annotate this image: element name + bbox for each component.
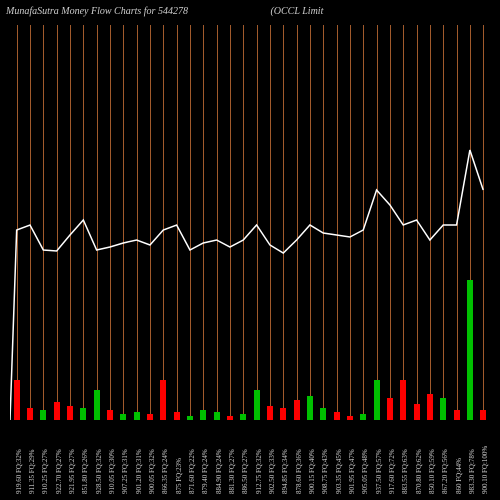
x-label: 851.80 FQ:26% [81, 449, 89, 494]
x-label: 871.60 FQ:22% [188, 449, 196, 494]
line-svg [10, 25, 490, 420]
title-part2: (OCCL Limit [270, 6, 323, 17]
x-label: 894.85 FQ:34% [281, 449, 289, 494]
x-label: 928.50 FQ:32% [95, 449, 103, 494]
x-label: 878.60 FQ:36% [295, 449, 303, 494]
x-label: 866.35 FQ:24% [161, 449, 169, 494]
x-label: 919.60 FQ:32% [15, 449, 23, 494]
x-label: 870.80 FQ:62% [415, 449, 423, 494]
x-label: 937.50 FQ:57% [375, 449, 383, 494]
x-label: 912.75 FQ:32% [255, 449, 263, 494]
x-label: 881.30 FQ:27% [228, 449, 236, 494]
chart [10, 25, 490, 420]
x-label: 875 FQ:23% [175, 458, 183, 494]
x-label: 908.75 FQ:43% [321, 449, 329, 494]
x-label: 884.90 FQ:24% [215, 449, 223, 494]
title-part1: MunafaSutra Money Flow Charts for 544278 [6, 6, 188, 17]
x-label: 883.55 FQ:63% [401, 449, 409, 494]
x-label: 900.10 FQ:100% [481, 446, 489, 494]
x-label: 901.20 FQ:31% [135, 449, 143, 494]
price-line [10, 150, 483, 420]
x-label: 911.35 FQ:29% [28, 450, 36, 494]
x-label: 922.70 FQ:27% [55, 449, 63, 494]
x-label: 983.30 FQ:78% [468, 449, 476, 494]
x-label: 910.25 FQ:27% [41, 449, 49, 494]
x-label: 850.10 FQ:59% [428, 449, 436, 494]
x-label: 867.20 FQ:56% [441, 449, 449, 494]
x-axis-labels: 919.60 FQ:32% 911.35 FQ:29% 910.25 FQ:27% 9… [10, 425, 490, 495]
x-label: 901.95 FQ:47% [348, 449, 356, 494]
x-label: 903.35 FQ:45% [335, 449, 343, 494]
x-label: 879.40 FQ:24% [201, 449, 209, 494]
x-label: 886.50 FQ:27% [241, 449, 249, 494]
chart-title: MunafaSutra Money Flow Charts for 544278… [6, 6, 496, 17]
x-label: 860 FQ:44% [455, 458, 463, 494]
x-label: 921.95 FQ:27% [68, 449, 76, 494]
x-label: 902.50 FQ:33% [268, 449, 276, 494]
x-label: 910.05 FQ:30% [108, 449, 116, 494]
x-label: 900.05 FQ:32% [148, 449, 156, 494]
x-label: 907.25 FQ:31% [121, 449, 129, 494]
x-label: 917.60 FQ:72% [388, 449, 396, 494]
x-label: 905.05 FQ:48% [361, 449, 369, 494]
x-label: 900.15 FQ:40% [308, 449, 316, 494]
